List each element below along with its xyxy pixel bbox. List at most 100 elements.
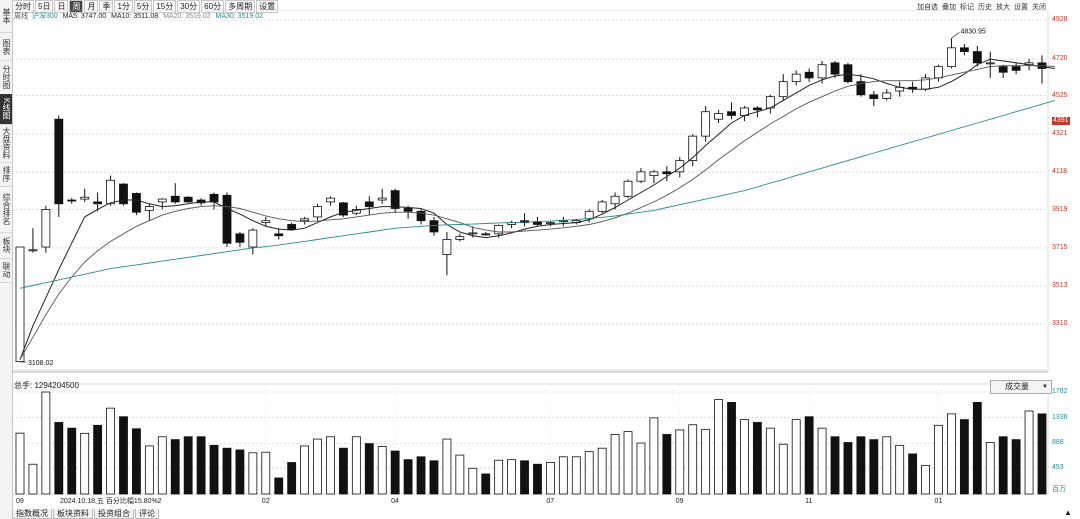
volume-bar (752, 422, 762, 495)
current-price-tag: 4391 (1052, 116, 1070, 125)
candle-body (106, 179, 115, 205)
volume-bar (377, 446, 387, 495)
volume-bar (196, 436, 206, 495)
bottom-tab-1[interactable]: 板块资料 (53, 509, 93, 519)
top-icon-2[interactable]: 标记 (960, 4, 974, 11)
volume-bar (688, 424, 698, 495)
index-name[interactable]: 沪深300 (31, 13, 58, 20)
sidebar-item-5[interactable]: 排序 (0, 162, 12, 187)
volume-tick-label: 1782 (1052, 388, 1068, 395)
candle-body (41, 209, 51, 248)
volume-tick-label: 888 (1052, 439, 1064, 447)
indicator-select[interactable]: 成交量 ▼ (990, 380, 1052, 394)
ma5-line (19, 58, 1055, 360)
volume-bar (597, 447, 607, 495)
candle-body (947, 47, 956, 68)
volume-bar (248, 452, 258, 495)
volume-bar (675, 429, 685, 495)
chevron-down-icon: ▼ (1042, 384, 1048, 390)
volume-bar (403, 459, 413, 495)
candle-body (248, 229, 258, 248)
top-icon-1[interactable]: 叠加 (942, 4, 956, 11)
volume-bar (507, 459, 517, 495)
volume-bar (623, 431, 633, 495)
low-annotation: 3108.02 (28, 360, 53, 367)
x-tick-label: 01 (934, 498, 943, 505)
volume-bar (364, 443, 374, 495)
sidebar-item-4[interactable]: 大盘资料 (0, 124, 12, 163)
candle-body (959, 47, 969, 52)
top-icon-4[interactable]: 放大 (996, 4, 1010, 11)
candle-body (313, 206, 322, 218)
candle-body (93, 201, 103, 205)
sidebar-item-3[interactable]: K线图 (0, 94, 12, 125)
volume-bar (67, 427, 77, 495)
volume-bar (416, 456, 426, 495)
volume-bar (183, 436, 193, 495)
volume-bar (261, 451, 271, 495)
sidebar-item-6[interactable]: 综合排名 (0, 186, 12, 233)
volume-bar (144, 445, 154, 495)
bottom-tab-3[interactable]: 评论 (135, 509, 159, 519)
volume-bar (636, 442, 646, 495)
candle-body (429, 220, 439, 233)
volume-bar (54, 422, 64, 495)
volume-total-label: 总手: 1294204500 (14, 381, 79, 390)
volume-bar (222, 447, 232, 495)
ma30-line (19, 99, 1056, 289)
volume-bar (235, 449, 245, 495)
volume-tick-label: 1336 (1052, 413, 1068, 421)
volume-bar (817, 427, 827, 495)
bottom-tab-2[interactable]: 投资组合 (94, 509, 134, 519)
volume-bar (895, 444, 905, 495)
candle-body (817, 64, 827, 79)
expand-button[interactable]: ▲ (1064, 508, 1072, 517)
candle-body (261, 220, 271, 223)
volume-bar (119, 416, 128, 495)
volume-bar (80, 432, 90, 495)
ma-prefix: 周线 (14, 13, 28, 20)
sidebar-item-0[interactable]: 基本 (0, 0, 12, 33)
volume-bar (15, 432, 25, 495)
kline-chart[interactable]: 4830.95 3108.02 (12, 10, 1080, 508)
volume-panel-frame (12, 383, 1049, 495)
candle-body (364, 201, 374, 207)
sidebar-item-7[interactable]: 板块 (0, 232, 12, 259)
candle-body (494, 224, 504, 235)
candle-body (468, 232, 478, 235)
volume-bar (351, 436, 361, 495)
top-icon-6[interactable]: 关闭 (1032, 4, 1046, 11)
volume-bar (908, 453, 918, 495)
candle-body (597, 201, 607, 212)
volume-bar (701, 428, 711, 495)
volume-bar (41, 391, 51, 495)
volume-bar (571, 456, 581, 495)
volume-bar (533, 463, 542, 495)
top-icon-3[interactable]: 历史 (978, 4, 992, 11)
volume-bar (274, 477, 284, 495)
volume-bar (985, 442, 995, 495)
sidebar-item-8[interactable]: 联动 (0, 258, 12, 283)
candle-body (778, 81, 788, 98)
volume-bar (28, 463, 38, 495)
candle-body (623, 180, 633, 197)
sidebar-item-1[interactable]: 图表 (0, 34, 12, 61)
sidebar-item-2[interactable]: 分时图 (0, 60, 12, 95)
ma30-value: MA30: 3519.02 (215, 13, 263, 20)
candle-body (15, 246, 25, 363)
volume-bar (545, 462, 555, 495)
top-icon-5[interactable]: 设置 (1014, 4, 1028, 11)
x-tick-label: 02 (261, 498, 270, 505)
volume-bar (494, 459, 504, 495)
candle-body (80, 196, 90, 200)
top-right-icons: 加自选 叠加 标记 历史 放大 设置 关闭 (913, 3, 1046, 13)
volume-bar (468, 467, 478, 495)
ma20-value: MA20: 3519.02 (163, 13, 211, 20)
bottom-tab-0[interactable]: 指数概况 (12, 509, 52, 519)
volume-bar (947, 413, 956, 495)
volume-bar (856, 436, 866, 495)
bottom-tabs: 指数概况 板块资料 投资组合 评论 (12, 509, 160, 519)
volume-bar (765, 427, 775, 495)
top-icon-0[interactable]: 加自选 (917, 4, 938, 11)
volume-bar (972, 402, 982, 495)
